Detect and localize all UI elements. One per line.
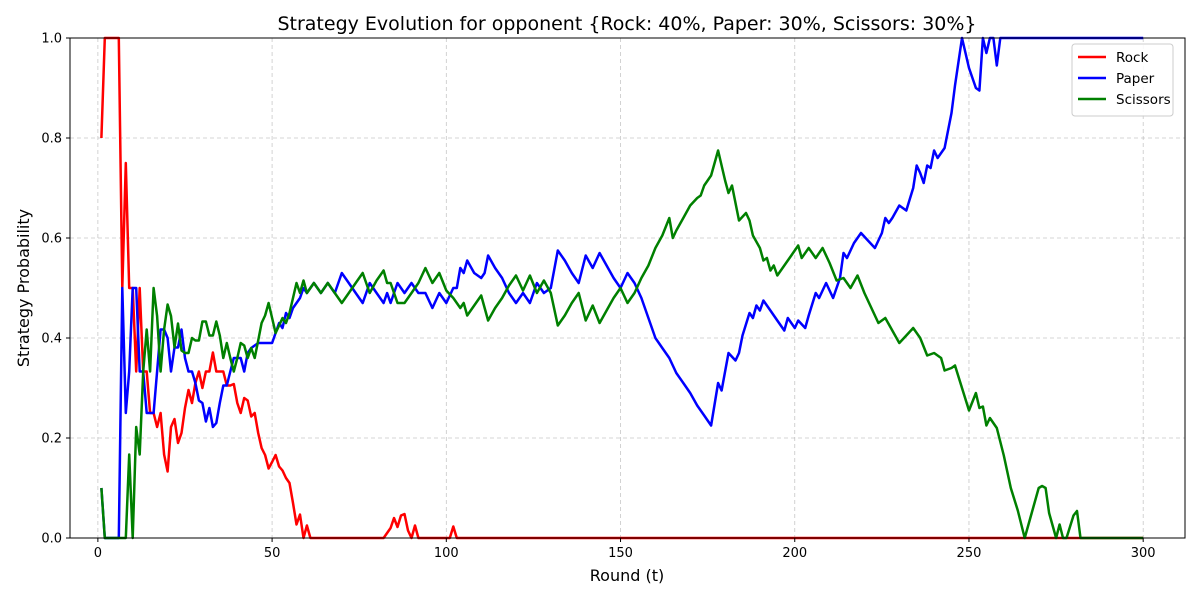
y-tick-label: 0.2 [41, 432, 62, 447]
y-tick-label: 0.8 [41, 132, 62, 147]
legend-label-rock: Rock [1116, 50, 1148, 66]
y-tick-label: 0.0 [41, 532, 62, 547]
x-axis-label: Round (t) [590, 566, 664, 585]
x-tick-label: 300 [1131, 546, 1156, 561]
legend-label-scissors: Scissors [1116, 92, 1171, 108]
x-axis-ticks: 0 50 100 150 200 250 300 [94, 538, 1156, 561]
y-axis-label: Strategy Probability [14, 209, 33, 367]
series-lines [100, 36, 1144, 540]
series-line-rock [100, 36, 1144, 540]
y-tick-label: 0.4 [41, 332, 62, 347]
plot-frame [69, 37, 1186, 539]
x-tick-label: 0 [94, 546, 102, 561]
y-tick-label: 1.0 [41, 32, 62, 47]
x-tick-label: 200 [782, 546, 807, 561]
x-tick-label: 100 [434, 546, 459, 561]
chart-title: Strategy Evolution for opponent {Rock: 4… [277, 13, 976, 35]
x-tick-label: 150 [608, 546, 633, 561]
legend-label-paper: Paper [1116, 71, 1155, 87]
grid [70, 37, 1185, 539]
y-tick-label: 0.6 [41, 232, 62, 247]
y-axis-ticks: 0.0 0.2 0.4 0.6 0.8 1.0 [41, 32, 70, 547]
x-tick-label: 250 [957, 546, 982, 561]
x-tick-label: 50 [264, 546, 281, 561]
series-line-paper [100, 36, 1144, 540]
legend: Rock Paper Scissors [1071, 43, 1174, 117]
series-line-scissors [100, 149, 1144, 540]
